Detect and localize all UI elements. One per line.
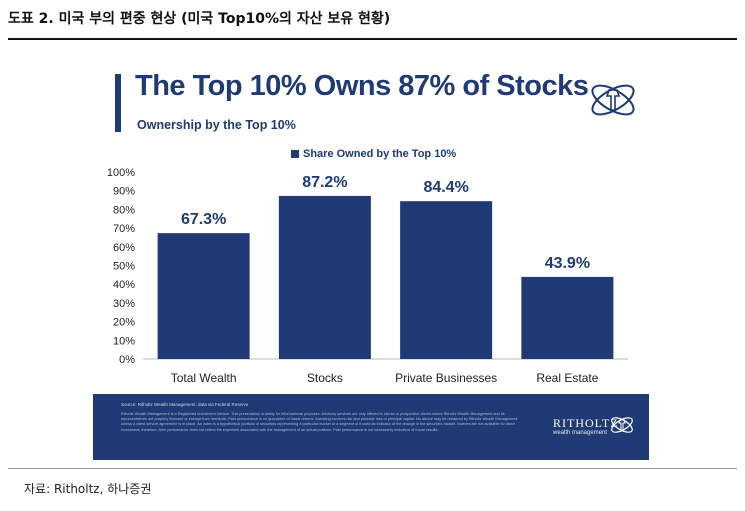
footer-brand: RITHOLTZ <box>553 416 619 430</box>
bar-real-estate <box>521 276 614 359</box>
legend-swatch <box>291 150 299 158</box>
bar-total-wealth <box>157 233 250 359</box>
y-tick-label: 0% <box>119 354 135 366</box>
bar-stocks <box>278 195 371 359</box>
source-rule <box>8 468 737 469</box>
chart-card: The Top 10% Owns 87% of Stocks Ownership… <box>93 56 649 460</box>
footer-source: Source: Ritholtz Wealth Management, data… <box>121 402 249 407</box>
x-tick-label: Private Businesses <box>395 371 497 385</box>
chart-footer: Source: Ritholtz Wealth Management, data… <box>93 394 649 460</box>
ritholtz-logo-icon <box>611 417 633 433</box>
y-tick-label: 100% <box>107 167 135 179</box>
bar-chart-plot: 0% 10% 20% 30% 40% 50% 60% 70% 80% 90% 100% 67.3% To… <box>107 167 628 385</box>
y-tick-label: 50% <box>113 261 135 273</box>
legend-label: Share Owned by the Top 10% <box>303 148 457 160</box>
x-tick-label: Total Wealth <box>171 371 237 385</box>
x-tick-label: Stocks <box>307 371 343 385</box>
footer-disclaimer: Ritholtz Wealth Management is a Register… <box>121 412 518 432</box>
data-label: 84.4% <box>423 179 468 196</box>
footer-brand-sub: wealth management <box>553 430 608 436</box>
y-tick-label: 70% <box>113 223 135 235</box>
x-tick-label: Real Estate <box>536 371 598 385</box>
title-accent-bar <box>115 74 121 132</box>
document-title: 도표 2. 미국 부의 편중 현상 (미국 Top10%의 자산 보유 현황) <box>8 11 391 27</box>
y-tick-label: 10% <box>113 335 135 347</box>
chart-title: The Top 10% Owns 87% of Stocks <box>135 70 589 102</box>
y-tick-label: 90% <box>113 186 135 198</box>
y-tick-label: 30% <box>113 298 135 310</box>
data-label: 67.3% <box>181 211 226 228</box>
y-tick-label: 40% <box>113 279 135 291</box>
ritholtz-logo-icon <box>591 84 635 116</box>
y-tick-label: 80% <box>113 204 135 216</box>
chart-subtitle: Ownership by the Top 10% <box>137 118 296 132</box>
data-label: 87.2% <box>302 174 347 191</box>
y-tick-label: 60% <box>113 242 135 254</box>
title-rule <box>8 38 737 40</box>
chart-legend: Share Owned by the Top 10% <box>291 148 456 160</box>
data-label: 43.9% <box>545 255 590 272</box>
bar-private-businesses <box>400 201 493 359</box>
source-note: 자료: Ritholtz, 하나증권 <box>24 482 152 496</box>
y-tick-label: 20% <box>113 317 135 329</box>
